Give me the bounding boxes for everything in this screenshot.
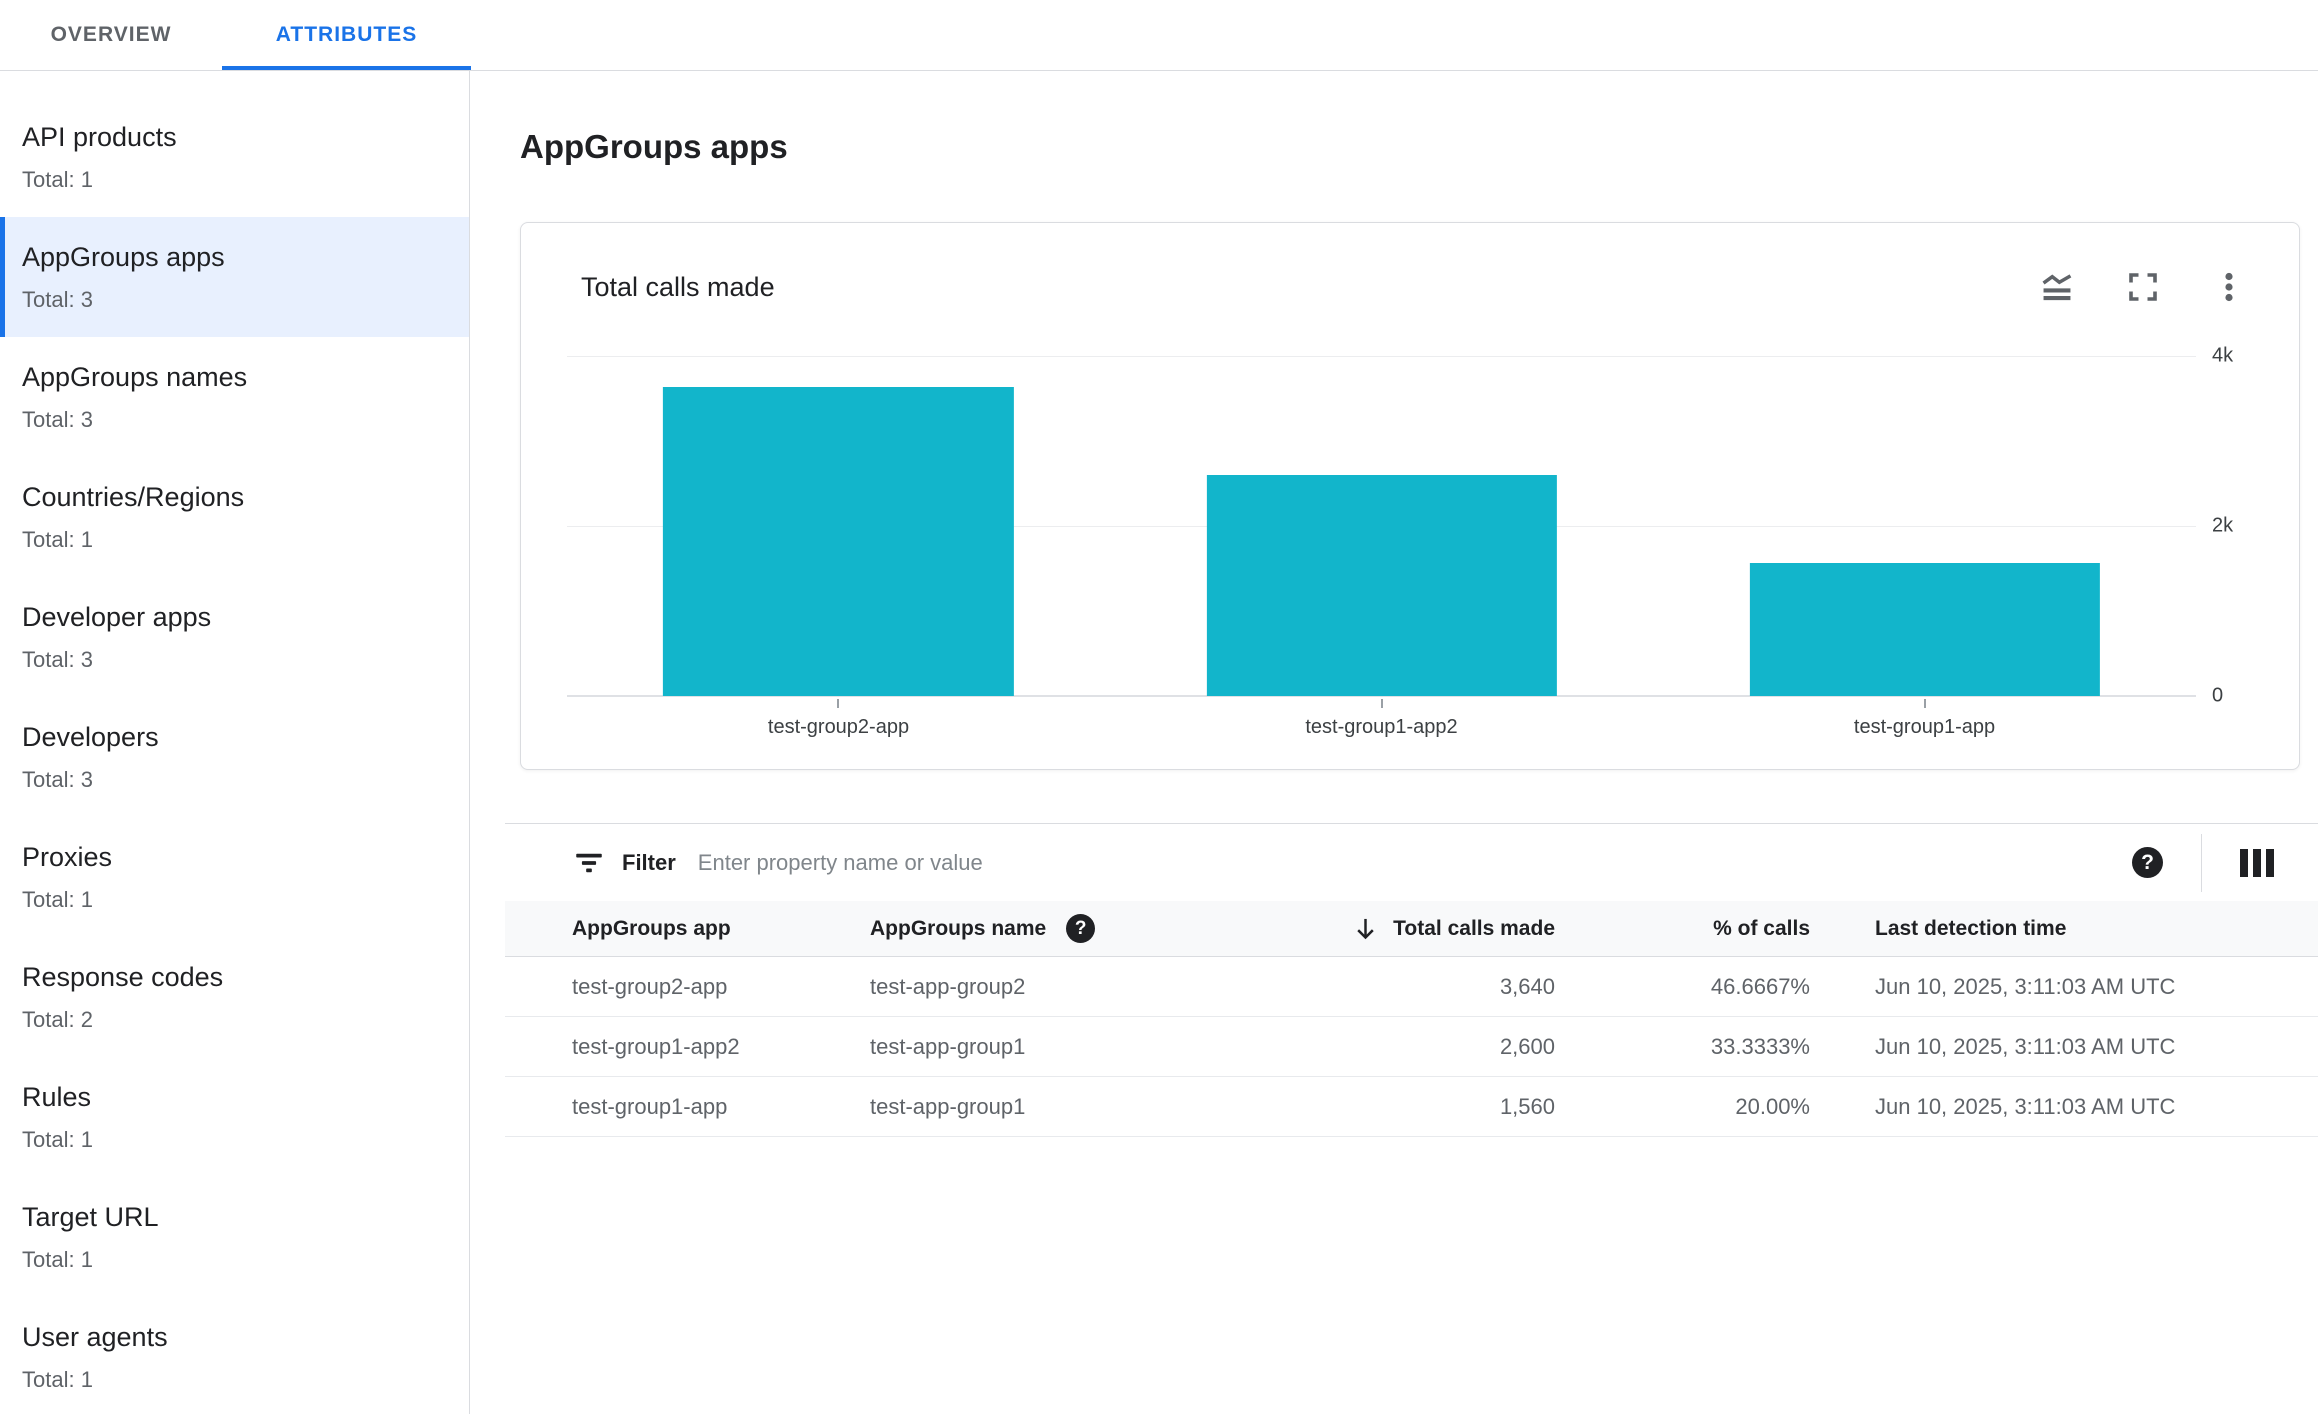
col-header-appgroups-app[interactable]: AppGroups app <box>572 916 731 940</box>
more-vert-icon[interactable] <box>2209 267 2249 307</box>
cell-total-calls: 2,600 <box>1499 1033 1555 1059</box>
bar-chart-plot-area: test-group2-app test-group1-app2 test-grou… <box>567 345 2233 738</box>
sidebar-item-label: Proxies <box>22 842 113 872</box>
sidebar-item-total: Total: 2 <box>22 1007 93 1032</box>
chart-card-header: Total calls made <box>521 223 2299 307</box>
attribute-table-section: Filter ? AppGroups app AppGroups name ? <box>505 823 2318 1137</box>
sidebar-item-response-codes[interactable]: Response codes Total: 2 <box>0 937 469 1057</box>
cell-total-calls: 1,560 <box>1499 1093 1555 1119</box>
x-axis-line <box>567 695 2196 697</box>
sidebar-item-appgroups-names[interactable]: AppGroups names Total: 3 <box>0 337 469 457</box>
sidebar-item-label: API products <box>22 122 177 152</box>
area-chart-icon[interactable] <box>2037 267 2077 307</box>
sidebar-item-total: Total: 1 <box>22 167 93 192</box>
sidebar-item-api-products[interactable]: API products Total: 1 <box>0 97 469 217</box>
col-header-total-calls[interactable]: Total calls made <box>1300 915 1555 942</box>
table-header-row: AppGroups app AppGroups name ? Total cal… <box>505 901 2318 957</box>
x-axis-label: test-group2-app <box>767 716 910 738</box>
cell-appgroups-name: test-app-group2 <box>870 973 1026 999</box>
sidebar-item-label: AppGroups apps <box>22 242 225 272</box>
sidebar-item-label: Countries/Regions <box>22 482 245 512</box>
sidebar-item-total: Total: 1 <box>22 887 93 912</box>
col-header-total-calls-label: Total calls made <box>1393 916 1555 940</box>
cell-appgroups-app: test-group1-app <box>572 1093 728 1119</box>
total-calls-chart-card: Total calls made <box>520 222 2300 770</box>
cell-pct-of-calls: 20.00% <box>1735 1093 1810 1119</box>
sidebar-item-total: Total: 1 <box>22 1247 93 1272</box>
view-columns-icon[interactable] <box>2240 848 2274 877</box>
sidebar-item-user-agents[interactable]: User agents Total: 1 <box>0 1297 469 1414</box>
tab-overview[interactable]: OVERVIEW <box>50 23 172 46</box>
attributes-sidebar: API products Total: 1 AppGroups apps Tot… <box>0 71 470 1414</box>
chart-title: Total calls made <box>581 271 775 302</box>
appgroups-name-help-icon[interactable]: ? <box>1066 914 1096 943</box>
cell-pct-of-calls: 33.3333% <box>1710 1033 1810 1059</box>
table-row: test-group1-app2 test-app-group1 2,600 3… <box>505 1017 2318 1077</box>
cell-appgroups-app: test-group2-app <box>572 973 728 999</box>
sidebar-item-label: Target URL <box>22 1202 159 1232</box>
cell-appgroups-app: test-group1-app2 <box>572 1033 740 1059</box>
chart-toolbar <box>2037 267 2249 307</box>
bar-test-group2-app[interactable] <box>663 386 1014 696</box>
sidebar-item-total: Total: 3 <box>22 647 93 672</box>
filter-label: Filter <box>622 849 676 875</box>
cell-pct-of-calls: 46.6667% <box>1710 973 1810 999</box>
x-axis-label: test-group1-app2 <box>1305 716 1458 738</box>
gridline-4k <box>567 356 2196 357</box>
y-axis-label-0: 0 <box>2212 684 2224 707</box>
sidebar-item-label: AppGroups names <box>22 362 248 392</box>
x-axis-tick <box>837 699 840 708</box>
cell-appgroups-name: test-app-group1 <box>870 1033 1026 1059</box>
sidebar-item-total: Total: 1 <box>22 1127 93 1152</box>
table-row: test-group2-app test-app-group2 3,640 46… <box>505 957 2318 1017</box>
table-body: test-group2-app test-app-group2 3,640 46… <box>505 957 2318 1137</box>
sidebar-item-developer-apps[interactable]: Developer apps Total: 3 <box>0 577 469 697</box>
x-axis-tick <box>1923 699 1926 708</box>
fullscreen-icon[interactable] <box>2123 267 2163 307</box>
table-row: test-group1-app test-app-group1 1,560 20… <box>505 1077 2318 1137</box>
y-axis-label-2k: 2k <box>2212 514 2234 537</box>
cell-last-detection-time: Jun 10, 2025, 3:11:03 AM UTC <box>1875 1033 2176 1059</box>
sidebar-item-label: Rules <box>22 1082 92 1112</box>
tab-attributes[interactable]: ATTRIBUTES <box>222 0 471 70</box>
sidebar-item-total: Total: 1 <box>22 527 93 552</box>
sidebar-item-rules[interactable]: Rules Total: 1 <box>0 1057 469 1177</box>
y-axis-label-4k: 4k <box>2212 344 2234 367</box>
filter-input[interactable] <box>697 849 2132 876</box>
cell-total-calls: 3,640 <box>1499 973 1555 999</box>
sidebar-item-total: Total: 3 <box>22 287 93 312</box>
sidebar-item-developers[interactable]: Developers Total: 3 <box>0 697 469 817</box>
bar-test-group1-app[interactable] <box>1749 563 2100 696</box>
sidebar-item-total: Total: 1 <box>22 1367 93 1392</box>
cell-appgroups-name: test-app-group1 <box>870 1093 1026 1119</box>
sidebar-item-total: Total: 3 <box>22 767 93 792</box>
col-header-appgroups-name-label: AppGroups name <box>870 916 1047 940</box>
col-header-pct-of-calls[interactable]: % of calls <box>1713 916 1810 940</box>
filter-list-icon <box>576 853 602 872</box>
sidebar-item-total: Total: 3 <box>22 407 93 432</box>
page-layout: API products Total: 1 AppGroups apps Tot… <box>0 71 2318 1414</box>
page-title: AppGroups apps <box>520 128 788 165</box>
sidebar-item-label: User agents <box>22 1322 168 1352</box>
x-axis-label: test-group1-app <box>1853 716 1996 738</box>
sidebar-item-label: Response codes <box>22 962 224 992</box>
x-axis-tick <box>1380 699 1383 708</box>
sort-descending-icon <box>1357 918 1374 940</box>
bar-test-group1-app2[interactable] <box>1206 475 1557 696</box>
sidebar-item-label: Developer apps <box>22 602 212 632</box>
sidebar-item-label: Developers <box>22 722 159 752</box>
cell-last-detection-time: Jun 10, 2025, 3:11:03 AM UTC <box>1875 973 2176 999</box>
sidebar-item-appgroups-apps[interactable]: AppGroups apps Total: 3 <box>0 217 469 337</box>
sidebar-item-target-url[interactable]: Target URL Total: 1 <box>0 1177 469 1297</box>
main-content: AppGroups apps Total calls made <box>470 71 2318 1414</box>
sidebar-item-countries-regions[interactable]: Countries/Regions Total: 1 <box>0 457 469 577</box>
sidebar-item-proxies[interactable]: Proxies Total: 1 <box>0 817 469 937</box>
toolbar-divider <box>2201 833 2202 892</box>
filter-help-icon[interactable]: ? <box>2132 847 2163 878</box>
col-header-appgroups-name[interactable]: AppGroups name ? <box>870 914 1300 943</box>
filter-toolbar: Filter ? <box>505 824 2318 901</box>
tab-bar: OVERVIEW ATTRIBUTES <box>0 0 2318 71</box>
cell-last-detection-time: Jun 10, 2025, 3:11:03 AM UTC <box>1875 1093 2176 1119</box>
col-header-last-detection-time[interactable]: Last detection time <box>1875 916 2067 940</box>
